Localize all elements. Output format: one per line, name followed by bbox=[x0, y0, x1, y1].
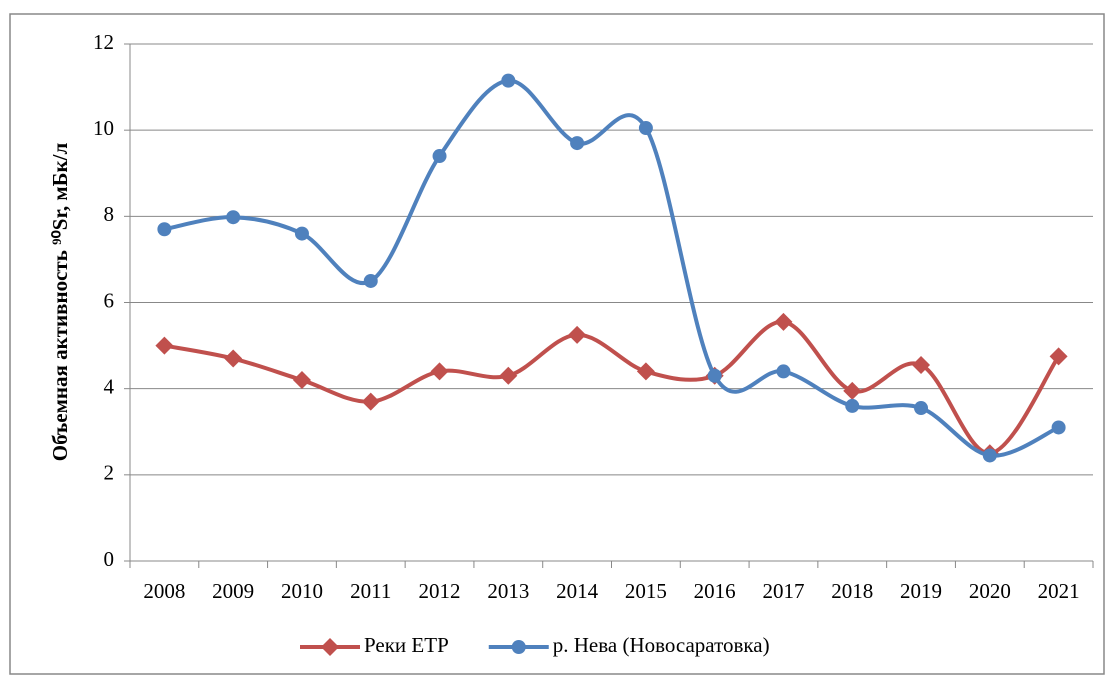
legend-swatch-marker bbox=[321, 638, 339, 656]
data-point bbox=[568, 325, 587, 344]
data-point bbox=[570, 136, 585, 151]
data-point bbox=[1051, 420, 1066, 435]
data-point bbox=[982, 448, 997, 463]
x-tick-label: 2020 bbox=[969, 579, 1011, 603]
y-tick-label: 8 bbox=[104, 202, 115, 226]
series-line bbox=[164, 78, 1060, 458]
x-tick-label: 2019 bbox=[900, 579, 942, 603]
data-point bbox=[1049, 347, 1068, 366]
legend-label: р. Нева (Новосаратовка) bbox=[553, 633, 770, 657]
x-tick-label: 2016 bbox=[694, 579, 736, 603]
legend-swatch-marker bbox=[511, 640, 526, 654]
data-point bbox=[294, 226, 309, 241]
x-tick-label: 2021 bbox=[1038, 579, 1080, 603]
x-tick-label: 2009 bbox=[212, 579, 254, 603]
data-point bbox=[155, 336, 174, 355]
x-tick-label: 2018 bbox=[831, 579, 873, 603]
data-point bbox=[224, 349, 243, 368]
y-axis-label: Объемная активность ⁹⁰Sr, мБк/л bbox=[48, 143, 72, 462]
y-tick-label: 12 bbox=[93, 30, 114, 54]
data-point bbox=[226, 210, 241, 225]
data-point bbox=[361, 392, 380, 411]
x-tick-label: 2012 bbox=[419, 579, 461, 603]
x-tick-label: 2014 bbox=[556, 579, 599, 603]
data-point bbox=[707, 368, 722, 383]
data-point bbox=[774, 312, 793, 331]
data-point bbox=[157, 222, 172, 237]
data-point bbox=[636, 362, 655, 381]
y-tick-label: 4 bbox=[104, 374, 115, 398]
x-tick-label: 2017 bbox=[762, 579, 804, 603]
x-tick-label: 2015 bbox=[625, 579, 667, 603]
data-point bbox=[638, 121, 653, 136]
data-point bbox=[432, 149, 447, 164]
data-point bbox=[912, 355, 931, 374]
y-tick-label: 10 bbox=[93, 116, 114, 140]
data-point bbox=[845, 398, 860, 413]
y-tick-label: 6 bbox=[104, 288, 115, 312]
data-point bbox=[914, 401, 929, 416]
data-point bbox=[499, 366, 518, 385]
y-tick-label: 2 bbox=[104, 461, 115, 485]
data-point bbox=[292, 371, 311, 390]
legend-label: Реки ЕТР bbox=[364, 633, 449, 657]
data-point bbox=[501, 73, 516, 88]
x-tick-label: 2008 bbox=[143, 579, 185, 603]
y-tick-label: 0 bbox=[104, 547, 115, 571]
data-point bbox=[363, 273, 378, 288]
data-point bbox=[843, 381, 862, 400]
data-point bbox=[430, 362, 449, 381]
data-point bbox=[776, 364, 791, 379]
x-tick-label: 2013 bbox=[487, 579, 529, 603]
x-tick-label: 2010 bbox=[281, 579, 323, 603]
x-tick-label: 2011 bbox=[350, 579, 391, 603]
